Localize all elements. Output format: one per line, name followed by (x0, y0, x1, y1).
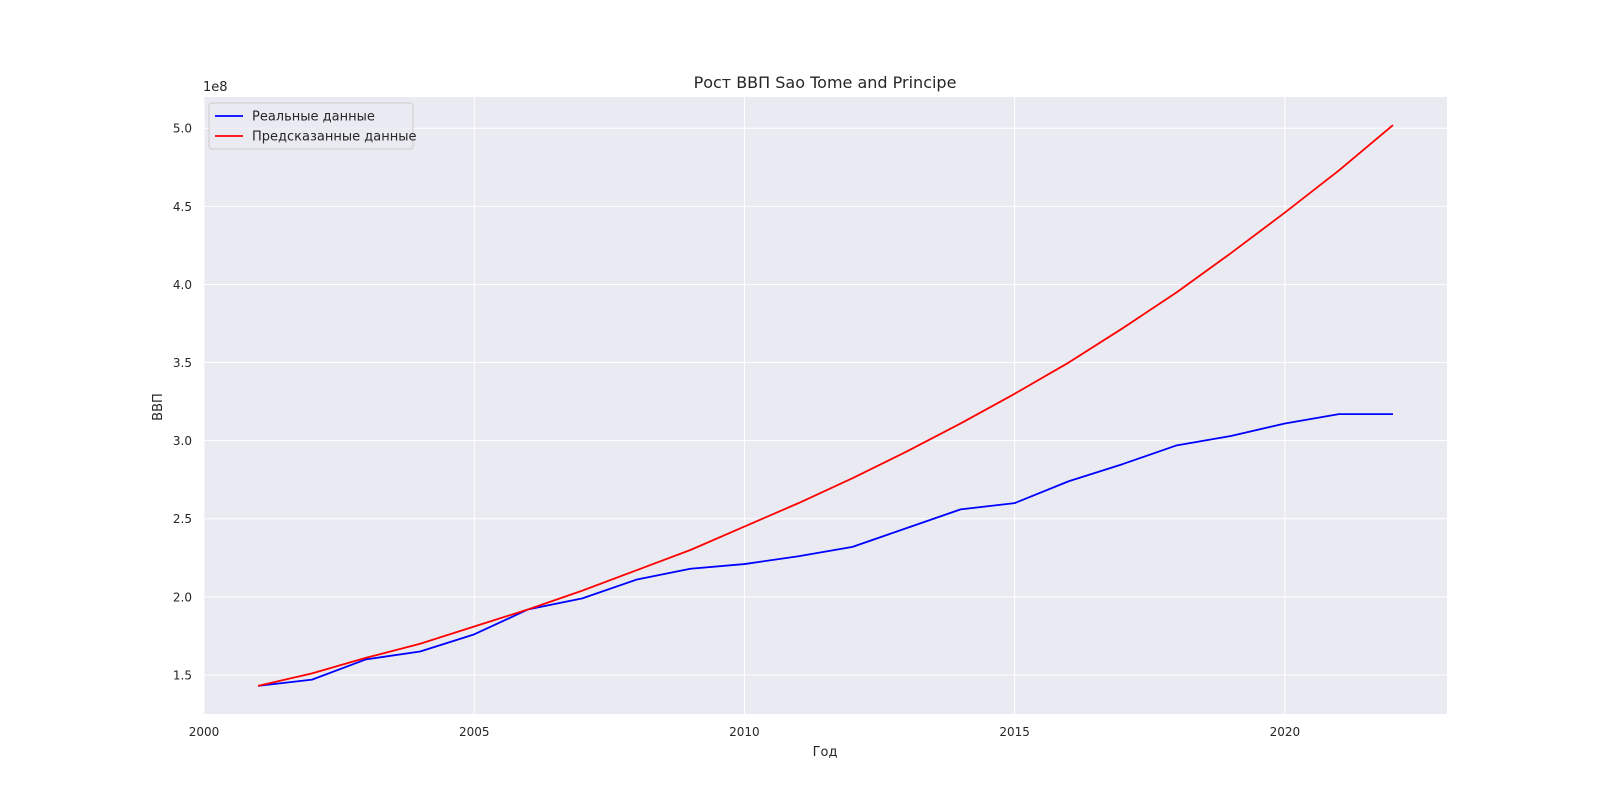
y-tick-label: 4.0 (173, 278, 192, 292)
y-tick-label: 2.0 (173, 590, 192, 604)
series-line-predicted (257, 124, 1394, 687)
grid (203, 97, 1447, 714)
y-axis-label: ВВП (151, 393, 166, 421)
y-offset-label: 1e8 (203, 80, 228, 95)
legend-label-real: Реальные данные (252, 110, 375, 125)
series-layer (257, 124, 1394, 687)
chart-title: Рост ВВП Sao Tome and Principe (694, 73, 957, 92)
y-tick-label: 4.5 (173, 200, 192, 214)
x-tick-label: 2020 (1270, 725, 1301, 739)
y-tick-label: 3.5 (173, 356, 192, 370)
x-tick-label: 2000 (189, 725, 220, 739)
series-line-real (257, 413, 1393, 687)
plot-area (204, 97, 1447, 714)
x-tick-label: 2010 (729, 725, 760, 739)
x-tick-label: 2015 (999, 725, 1030, 739)
y-tick-labels: 1.5 2.0 2.5 3.0 3.5 4.0 4.5 5.0 (173, 122, 192, 683)
y-tick-label: 5.0 (173, 122, 192, 136)
x-axis-label: Год (813, 745, 838, 760)
legend: Реальные данные Предсказанные данные (208, 102, 416, 150)
x-tick-label: 2005 (459, 725, 490, 739)
legend-frame (208, 102, 414, 150)
legend-label-predicted: Предсказанные данные (252, 130, 416, 145)
x-tick-labels: 2000 2005 2010 2015 2020 (189, 725, 1300, 739)
y-tick-label: 1.5 (173, 668, 192, 682)
y-tick-label: 3.0 (173, 434, 192, 448)
y-tick-label: 2.5 (173, 512, 192, 526)
